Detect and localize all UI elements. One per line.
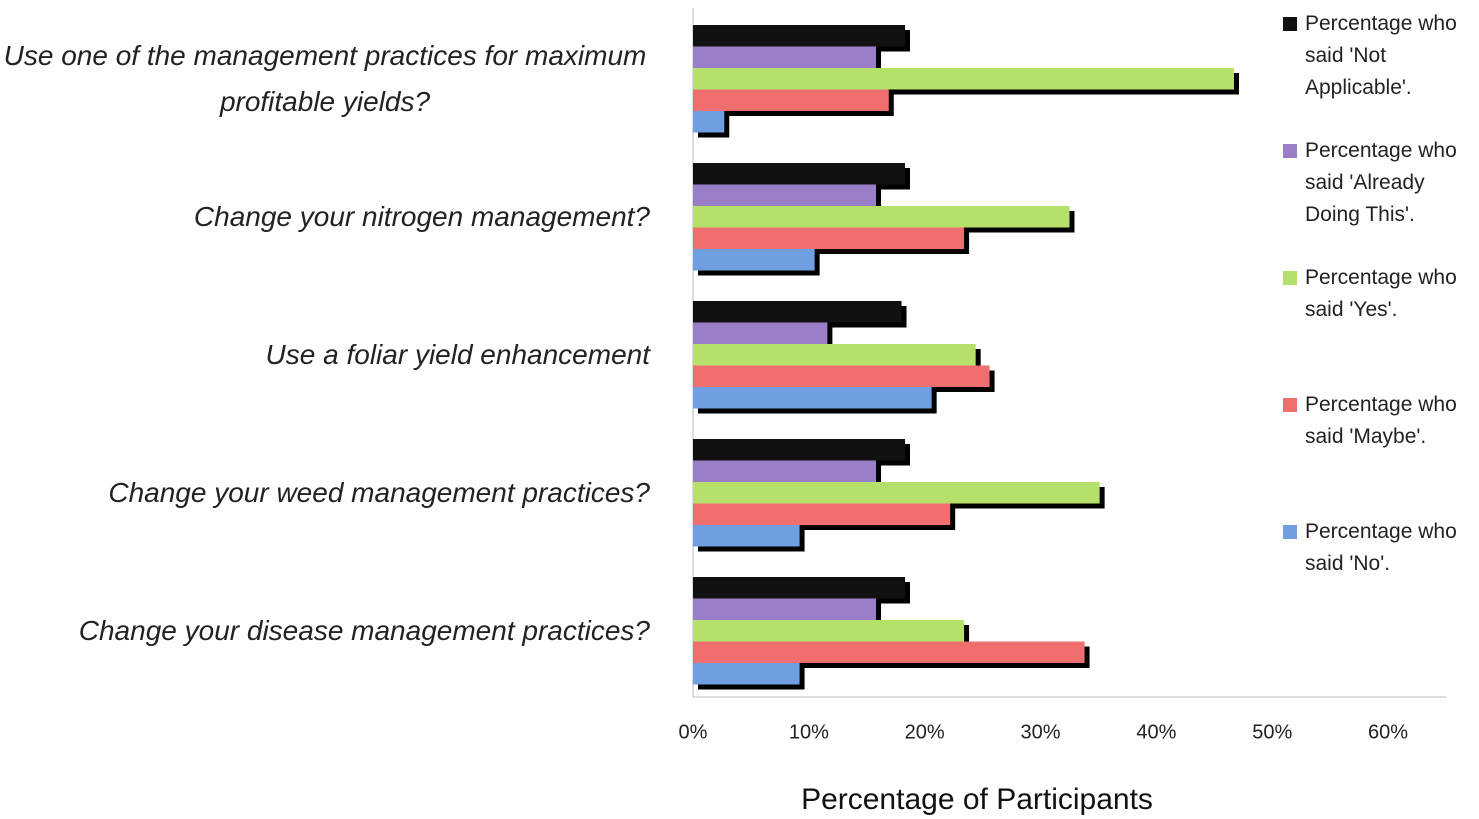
bar — [693, 163, 905, 185]
x-tick-label: 50% — [1252, 721, 1292, 743]
category-label: Change your disease management practices… — [78, 614, 650, 646]
bar — [693, 503, 951, 525]
legend-label: Percentage who said 'Yes'. — [1305, 266, 1457, 321]
bar — [693, 322, 828, 344]
bar — [693, 439, 905, 461]
legend-label: Percentage who said 'Already Doing This'… — [1305, 139, 1457, 226]
legend-entry: Percentage who said 'Already Doing This'… — [1283, 135, 1473, 231]
bar — [693, 249, 815, 271]
category-label: Use one of the management practices for … — [3, 39, 647, 117]
legend-swatch — [1283, 525, 1297, 539]
bar — [693, 620, 965, 642]
category-label: Change your weed management practices? — [108, 476, 650, 508]
bar — [693, 25, 905, 47]
x-axis-label: Percentage of Participants — [801, 783, 1153, 816]
category-label: Use a foliar yield enhancement — [265, 338, 650, 370]
x-tick-label: 60% — [1368, 721, 1408, 743]
bar — [693, 46, 877, 68]
legend-swatch — [1283, 144, 1297, 158]
bar — [693, 460, 877, 482]
legend-label: Percentage who said 'Not Applicable'. — [1305, 12, 1457, 99]
category-label: Change your nitrogen management? — [193, 200, 650, 232]
bar — [693, 184, 877, 206]
bar — [693, 301, 902, 323]
bar — [693, 227, 965, 249]
bar — [693, 111, 725, 133]
bar — [693, 365, 990, 387]
bar — [693, 598, 877, 620]
bar — [693, 577, 905, 599]
x-tick-label: 30% — [1021, 721, 1061, 743]
legend-swatch — [1283, 17, 1297, 31]
bar — [693, 525, 800, 547]
legend-entry: Percentage who said 'Maybe'. — [1283, 389, 1473, 453]
legend-swatch — [1283, 271, 1297, 285]
legend-entry: Percentage who said 'Not Applicable'. — [1283, 8, 1473, 104]
legend-entry: Percentage who said 'Yes'. — [1283, 262, 1473, 326]
bar — [693, 663, 800, 685]
x-tick-label: 10% — [789, 721, 829, 743]
legend-label: Percentage who said 'Maybe'. — [1305, 393, 1457, 448]
legend-entry: Percentage who said 'No'. — [1283, 516, 1473, 580]
bar — [693, 344, 976, 366]
bar — [693, 89, 889, 111]
x-tick-label: 40% — [1136, 721, 1176, 743]
legend-swatch — [1283, 398, 1297, 412]
x-tick-label: 0% — [679, 721, 708, 743]
bar — [693, 641, 1085, 663]
bar — [693, 387, 932, 409]
bar — [693, 482, 1100, 504]
x-tick-label: 20% — [905, 721, 945, 743]
bar — [693, 68, 1235, 90]
legend-label: Percentage who said 'No'. — [1305, 520, 1457, 575]
bar — [693, 206, 1070, 228]
